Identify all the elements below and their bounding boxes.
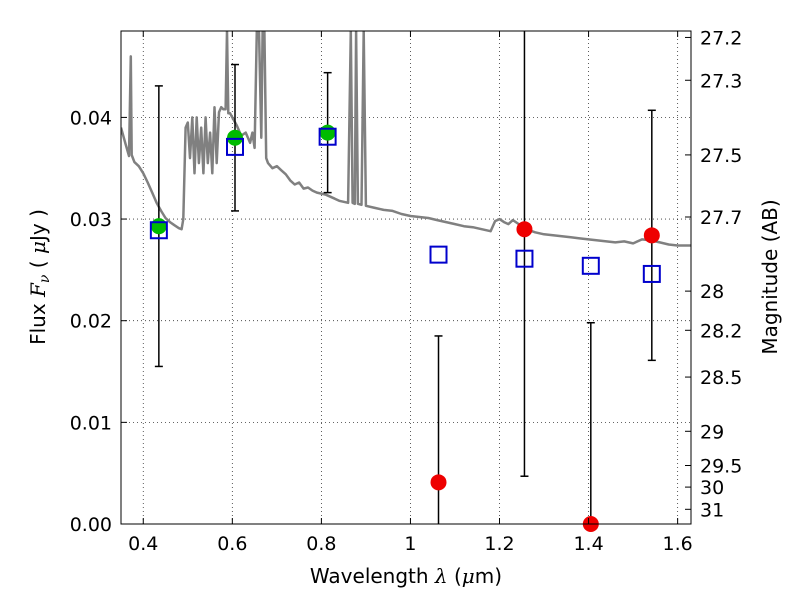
plot-frame [120, 30, 692, 525]
x-tick-label: 0.4 [128, 533, 158, 555]
mag-tick-label: 28 [700, 281, 724, 303]
grid [121, 31, 691, 525]
flux-point [150, 218, 167, 235]
y-axis-title-mu: μ [26, 241, 50, 254]
mag-tick-label: 31 [700, 499, 724, 521]
model-flux-square [429, 245, 448, 264]
x-tick-label: 0.6 [217, 533, 247, 555]
flux-point [227, 129, 243, 146]
y2-axis-title: Magnitude (AB) [758, 199, 782, 354]
mag-tick-label: 27.7 [700, 207, 742, 229]
flux-point [516, 221, 533, 238]
mag-tick-label: 27.2 [700, 27, 742, 49]
mag-tick-label: 28.5 [700, 367, 742, 389]
x-tick-label: 1.6 [663, 533, 693, 555]
mag-tick-label: 28.2 [700, 320, 742, 342]
mag-tick-label: 27.5 [700, 145, 742, 167]
error-bars [154, 31, 656, 524]
model-flux-square [642, 264, 661, 283]
y-axis-title: Flux Fν ( μJy ) [26, 209, 53, 345]
data-markers [149, 124, 661, 532]
y-axis-title-prefix: Flux [26, 297, 50, 345]
mag-tick-label: 29 [700, 421, 724, 443]
model-flux-square [581, 256, 600, 275]
mag-tick-label: 27.3 [700, 70, 742, 92]
y-axis-title-symbol: F [26, 282, 50, 298]
model-flux-square [515, 249, 534, 268]
mag-tick-label: 30 [700, 477, 724, 499]
y-axis-title-subscript: ν [37, 274, 53, 283]
flux-point [319, 124, 336, 141]
mag-tick-label: 29.5 [700, 456, 742, 478]
model-flux-square [318, 127, 337, 146]
y-tick-label: 0.03 [70, 209, 112, 231]
x-tick-label: 1.2 [484, 533, 514, 555]
y-tick-label: 0.01 [70, 412, 112, 434]
x-axis-title-prefix: Wavelength [310, 564, 435, 588]
axis-ticks [121, 31, 691, 525]
x-axis-title-paren: ( [448, 564, 462, 588]
model-flux-square [149, 221, 168, 240]
y-axis-title-paren: ( [26, 254, 50, 275]
x-axis-title: Wavelength λ (μm) [310, 564, 502, 588]
y-tick-label: 0.00 [70, 514, 112, 536]
x-tick-label: 0.8 [306, 533, 336, 555]
flux-point [430, 474, 447, 491]
model-spectrum-line [121, 31, 691, 247]
x-axis-title-symbol: λ [434, 564, 448, 588]
y-axis-title-unit: Jy ) [26, 209, 50, 243]
model-flux-square [226, 137, 244, 156]
y-tick-label: 0.02 [70, 311, 112, 333]
x-axis-title-mu: μ [462, 564, 475, 588]
tick-labels: 0.4 0.6 0.8 1 1.2 1.4 1.6 0.00 0.01 0.02 0.03 0.04 2… [70, 27, 743, 555]
x-axis-title-unit: m) [475, 564, 502, 588]
x-tick-label: 1 [404, 533, 416, 555]
x-tick-label: 1.4 [573, 533, 603, 555]
flux-point [643, 227, 660, 244]
y-tick-label: 0.04 [70, 107, 112, 129]
model-spectrum [121, 31, 691, 247]
